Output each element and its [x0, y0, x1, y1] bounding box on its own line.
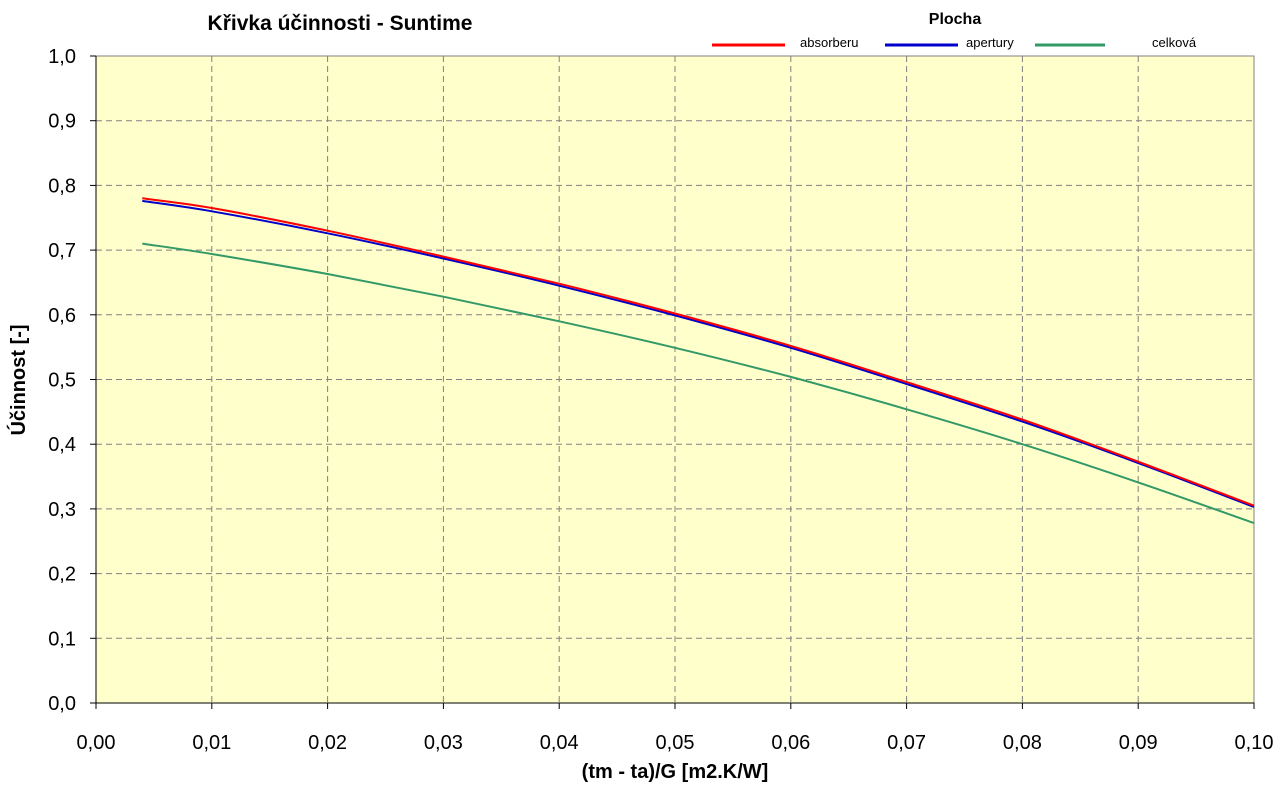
legend-label-apertury: apertury: [966, 35, 1014, 50]
x-tick-label: 0,09: [1119, 732, 1158, 754]
y-tick-label: 0,1: [48, 628, 76, 650]
ticks: 0,00 0,01 0,02 0,03 0,04 0,05 0,06 0,07 0,08 0,09…: [48, 46, 1273, 754]
legend-label-celkova: celková: [1152, 35, 1197, 50]
legend-title: Plocha: [929, 11, 982, 28]
x-tick-label: 0,06: [771, 732, 810, 754]
y-tick-label: 0,8: [48, 175, 76, 197]
x-tick-label: 0,07: [887, 732, 926, 754]
series-line-apertury: [142, 199, 1255, 508]
x-tick-label: 0,01: [192, 732, 231, 754]
chart-title: Křivka účinnosti - Suntime: [208, 12, 473, 35]
x-tick-label: 0,00: [77, 732, 116, 754]
x-tick-label: 0,10: [1235, 732, 1274, 754]
x-tick-label: 0,08: [1003, 732, 1042, 754]
y-tick-label: 0,7: [48, 240, 76, 262]
y-tick-label: 0,6: [48, 305, 76, 327]
x-tick-label: 0,03: [424, 732, 463, 754]
y-tick-label: 0,0: [48, 693, 76, 715]
series-line-celkova: [142, 242, 1255, 525]
grid: [96, 56, 1254, 703]
y-axis-label: Účinnost [-]: [6, 324, 30, 435]
series-lines: [142, 197, 1255, 525]
legend-label-absorberu: absorberu: [800, 35, 859, 50]
y-tick-label: 0,4: [48, 434, 76, 456]
x-tick-label: 0,04: [540, 732, 579, 754]
x-axis-label: (tm - ta)/G [m2.K/W]: [582, 761, 769, 783]
x-tick-label: 0,05: [656, 732, 695, 754]
y-tick-label: 0,5: [48, 370, 76, 392]
y-tick-label: 0,3: [48, 499, 76, 521]
x-tick-label: 0,02: [308, 732, 347, 754]
series-line-absorberu: [142, 197, 1255, 507]
legend: absorberu apertury celková: [712, 35, 1197, 50]
y-tick-label: 0,2: [48, 564, 76, 586]
y-tick-label: 0,9: [48, 111, 76, 133]
y-tick-label: 1,0: [48, 46, 76, 68]
